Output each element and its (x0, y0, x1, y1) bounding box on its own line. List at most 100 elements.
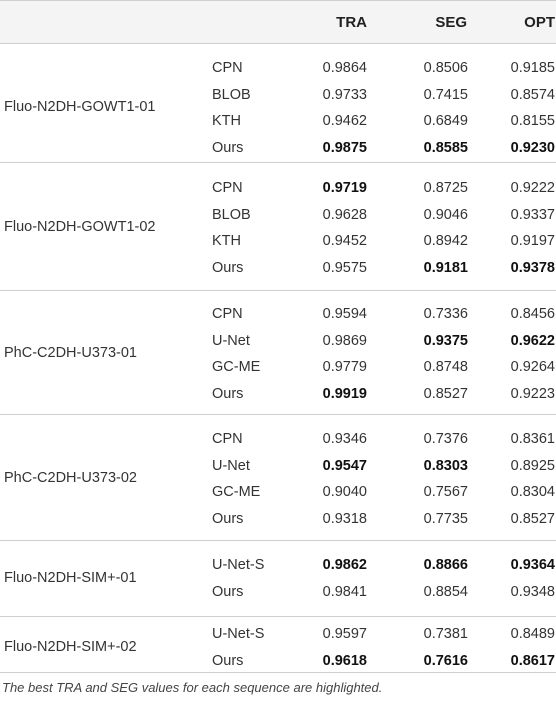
table-row: KTH 0.9462 0.6849 0.8155 (0, 108, 556, 135)
seg-cell: 0.8506 (423, 60, 468, 76)
tra-cell: 0.9841 (322, 583, 367, 600)
table-row: Ours 0.9841 0.8854 0.9348 (0, 579, 556, 606)
method-cell: Ours (212, 139, 244, 156)
seg-cell: 0.7567 (423, 484, 468, 500)
sequence-name: Fluo-N2DH-SIM+-02 (4, 638, 137, 655)
table-row: CPN 0.9719 0.8725 0.9222 (0, 175, 556, 202)
method-cell: Ours (212, 259, 244, 276)
seg-cell: 0.8303 (423, 457, 468, 474)
tra-cell: 0.9719 (322, 180, 367, 196)
method-cell: Ours (212, 652, 244, 669)
seg-cell: 0.7376 (423, 431, 468, 447)
table-footnote: The best TRA and SEG values for each seq… (2, 680, 383, 695)
opt-cell: 0.8361 (510, 431, 555, 447)
sequence-name: Fluo-N2DH-GOWT1-01 (4, 99, 156, 115)
tra-cell: 0.9452 (322, 233, 367, 249)
seg-cell: 0.8748 (423, 359, 468, 375)
table-row: BLOB 0.9733 0.7415 0.8574 (0, 82, 556, 109)
table-group: PhC-C2DH-U373-01 CPN 0.9594 0.7336 0.8456 U-N… (0, 291, 556, 415)
tra-cell: 0.9919 (322, 385, 367, 402)
tra-cell: 0.9779 (322, 359, 367, 375)
seg-cell: 0.7616 (423, 652, 468, 669)
opt-cell: 0.9378 (510, 259, 555, 276)
tra-cell: 0.9594 (322, 306, 367, 322)
method-cell: CPN (212, 180, 243, 196)
opt-cell: 0.9222 (510, 180, 555, 196)
table-row: Ours 0.9575 0.9181 0.9378 (0, 255, 556, 282)
opt-cell: 0.9230 (510, 139, 555, 156)
method-cell: GC-ME (212, 359, 261, 375)
opt-cell: 0.9185 (510, 60, 555, 76)
method-cell: GC-ME (212, 484, 261, 500)
tra-cell: 0.9618 (322, 652, 367, 669)
opt-cell: 0.8617 (510, 652, 555, 669)
table-group: Fluo-N2DH-SIM+-02 U-Net-S 0.9597 0.7381 0.84… (0, 617, 556, 673)
opt-cell: 0.9337 (510, 206, 555, 223)
seg-cell: 0.7415 (423, 86, 468, 103)
method-cell: KTH (212, 233, 241, 249)
table-row: Ours 0.9318 0.7735 0.8527 (0, 506, 556, 533)
sequence-name: PhC-C2DH-U373-02 (4, 470, 137, 486)
tra-cell: 0.9575 (322, 259, 367, 276)
seg-cell: 0.9181 (423, 259, 468, 276)
table-row: Ours 0.9919 0.8527 0.9223 (0, 381, 556, 408)
seg-cell: 0.8527 (423, 385, 468, 402)
opt-cell: 0.8925 (510, 457, 555, 474)
tra-cell: 0.9628 (322, 206, 367, 223)
method-cell: Ours (212, 385, 244, 402)
tra-cell: 0.9547 (322, 457, 367, 474)
opt-cell: 0.9197 (510, 233, 555, 249)
opt-cell: 0.8456 (510, 306, 555, 322)
table-row: Ours 0.9875 0.8585 0.9230 (0, 135, 556, 162)
table-row: U-Net-S 0.9597 0.7381 0.8489 (0, 621, 556, 648)
col-header-tra: TRA (336, 14, 367, 31)
seg-cell: 0.6849 (423, 113, 468, 129)
opt-cell: 0.8304 (510, 484, 555, 500)
seg-cell: 0.9375 (423, 332, 468, 349)
col-header-seg: SEG (435, 14, 467, 31)
opt-cell: 0.8489 (510, 626, 555, 642)
seg-cell: 0.7336 (423, 306, 468, 322)
opt-cell: 0.8155 (510, 113, 555, 129)
table-row: GC-ME 0.9779 0.8748 0.9264 (0, 354, 556, 381)
method-cell: KTH (212, 113, 241, 129)
method-cell: U-Net-S (212, 626, 265, 642)
sequence-name: Fluo-N2DH-GOWT1-02 (4, 219, 156, 235)
opt-cell: 0.9223 (510, 385, 555, 402)
table-group: PhC-C2DH-U373-02 CPN 0.9346 0.7376 0.8361 U-N… (0, 415, 556, 541)
col-header-opt: OPT (524, 14, 555, 31)
table-row: U-Net 0.9869 0.9375 0.9622 (0, 328, 556, 355)
method-cell: CPN (212, 431, 243, 447)
table-row: KTH 0.9452 0.8942 0.9197 (0, 228, 556, 255)
method-cell: U-Net (212, 457, 250, 474)
sequence-name: PhC-C2DH-U373-01 (4, 345, 137, 361)
seg-cell: 0.7735 (423, 510, 468, 527)
seg-cell: 0.8942 (423, 233, 468, 249)
seg-cell: 0.8585 (423, 139, 468, 156)
method-cell: U-Net-S (212, 557, 265, 573)
method-cell: BLOB (212, 86, 251, 103)
method-cell: U-Net (212, 332, 250, 349)
table-row: CPN 0.9864 0.8506 0.9185 (0, 55, 556, 82)
opt-cell: 0.8574 (510, 86, 555, 103)
seg-cell: 0.8866 (423, 557, 468, 573)
seg-cell: 0.9046 (423, 206, 468, 223)
tra-cell: 0.9346 (322, 431, 367, 447)
seg-cell: 0.8725 (423, 180, 468, 196)
table-row: CPN 0.9346 0.7376 0.8361 (0, 426, 556, 453)
table-group: Fluo-N2DH-GOWT1-01 CPN 0.9864 0.8506 0.9185 B… (0, 44, 556, 163)
tra-cell: 0.9597 (322, 626, 367, 642)
opt-cell: 0.8527 (510, 510, 555, 527)
method-cell: Ours (212, 583, 244, 600)
opt-cell: 0.9348 (510, 583, 555, 600)
method-cell: CPN (212, 306, 243, 322)
tra-cell: 0.9862 (322, 557, 367, 573)
table-row: U-Net 0.9547 0.8303 0.8925 (0, 453, 556, 480)
method-cell: CPN (212, 60, 243, 76)
method-cell: BLOB (212, 206, 251, 223)
table-row: CPN 0.9594 0.7336 0.8456 (0, 301, 556, 328)
tra-cell: 0.9733 (322, 86, 367, 103)
table-row: U-Net-S 0.9862 0.8866 0.9364 (0, 552, 556, 579)
tra-cell: 0.9875 (322, 139, 367, 156)
sequence-name: Fluo-N2DH-SIM+-01 (4, 569, 137, 586)
